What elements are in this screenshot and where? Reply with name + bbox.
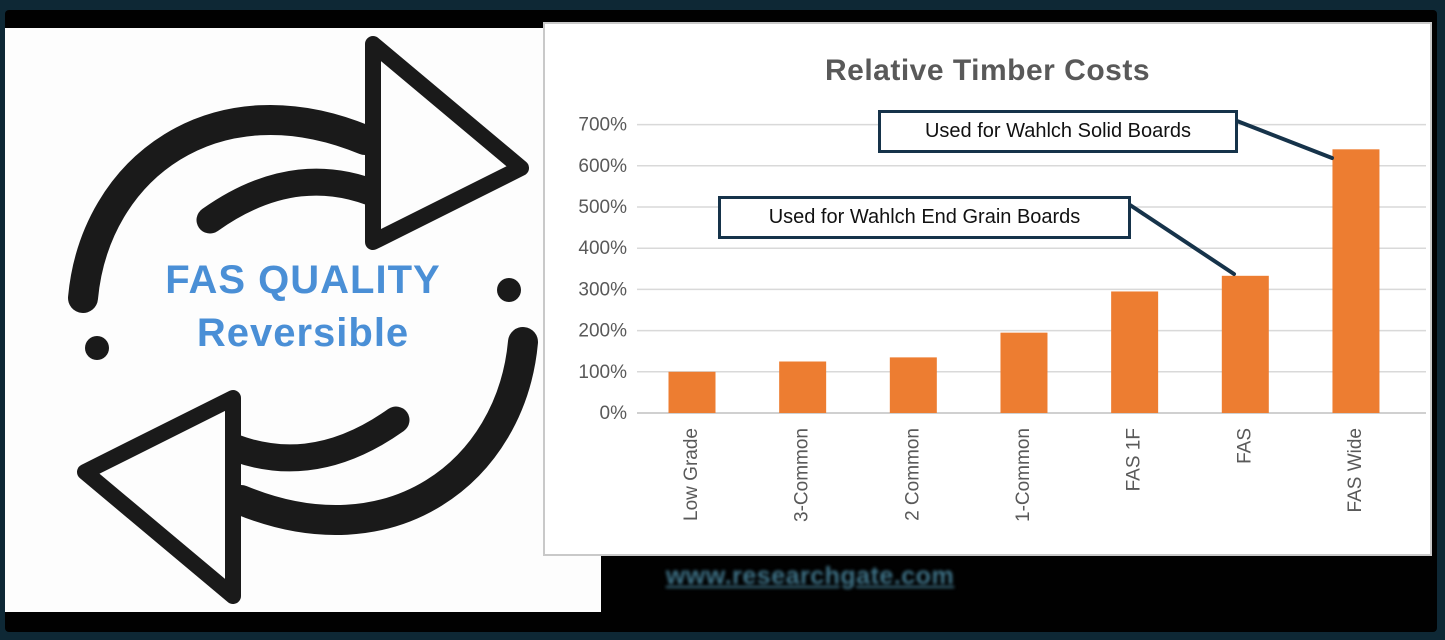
icon-caption: FAS QUALITY Reversible — [5, 254, 601, 360]
x-axis-label-FAS 1F: FAS 1F — [1124, 428, 1145, 491]
y-tick-label-0%: 0% — [600, 403, 628, 424]
x-axis-label-3-Common: 3-Common — [792, 428, 813, 522]
reversible-arrows-icon — [68, 36, 538, 604]
callout-solid-boards: Used for Wahlch Solid Boards — [878, 110, 1238, 153]
x-axis-label-Low Grade: Low Grade — [681, 428, 702, 521]
bar-FAS 1F — [1111, 291, 1159, 413]
bar-chart-svg: 0% 100% 200% 300% 400% 500% 600% 700% Low Grade 3… — [578, 115, 1426, 522]
reversible-subheading: Reversible — [196, 311, 410, 355]
y-tick-label-700%: 700% — [578, 115, 627, 136]
y-tick-label-600%: 600% — [578, 156, 627, 177]
bar-FAS Wide — [1332, 149, 1380, 413]
x-axis-label-1-Common: 1-Common — [1013, 428, 1034, 522]
left-arrowhead — [77, 390, 241, 604]
bar-FAS — [1221, 275, 1269, 413]
fas-quality-heading: FAS QUALITY — [165, 258, 441, 302]
callout-end-grain-boards-label: Used for Wahlch End Grain Boards — [768, 206, 1081, 228]
chart-title: Relative Timber Costs — [824, 54, 1151, 87]
callout-end-grain-boards: Used for Wahlch End Grain Boards — [718, 196, 1131, 239]
top-arrow-shaft — [68, 104, 380, 313]
callout-solid-boards-label: Used for Wahlch Solid Boards — [924, 120, 1192, 142]
x-axis-label-FAS: FAS — [1234, 428, 1255, 464]
y-tick-label-100%: 100% — [578, 362, 627, 383]
chart-panel: Relative Timber Costs 0% 100% 200% 300% 400%… — [543, 22, 1432, 556]
x-axis-label-2 Common: 2 Common — [902, 428, 923, 521]
bar-1-Common — [1000, 332, 1048, 413]
bottom-arrow-shaft — [226, 327, 538, 536]
bar-2 Common — [889, 357, 937, 413]
leader-line-solid-boards — [1235, 119, 1334, 160]
right-arrowhead — [365, 36, 529, 250]
y-tick-label-400%: 400% — [578, 238, 627, 259]
top-inner-arc — [196, 168, 403, 234]
y-tick-label-200%: 200% — [578, 321, 627, 342]
leader-line-end-grain-boards — [1128, 203, 1236, 276]
x-axis-label-FAS Wide: FAS Wide — [1345, 428, 1366, 512]
bar-3-Common — [779, 361, 827, 413]
y-tick-label-300%: 300% — [578, 279, 627, 300]
right-dot — [497, 278, 521, 302]
y-tick-label-500%: 500% — [578, 197, 627, 218]
bottom-inner-arc — [203, 406, 410, 472]
left-dot — [85, 336, 109, 360]
left-panel: FAS QUALITY Reversible — [5, 28, 601, 612]
bar-Low Grade — [668, 371, 716, 413]
website-link-text: www.researchgate.com — [665, 562, 955, 590]
